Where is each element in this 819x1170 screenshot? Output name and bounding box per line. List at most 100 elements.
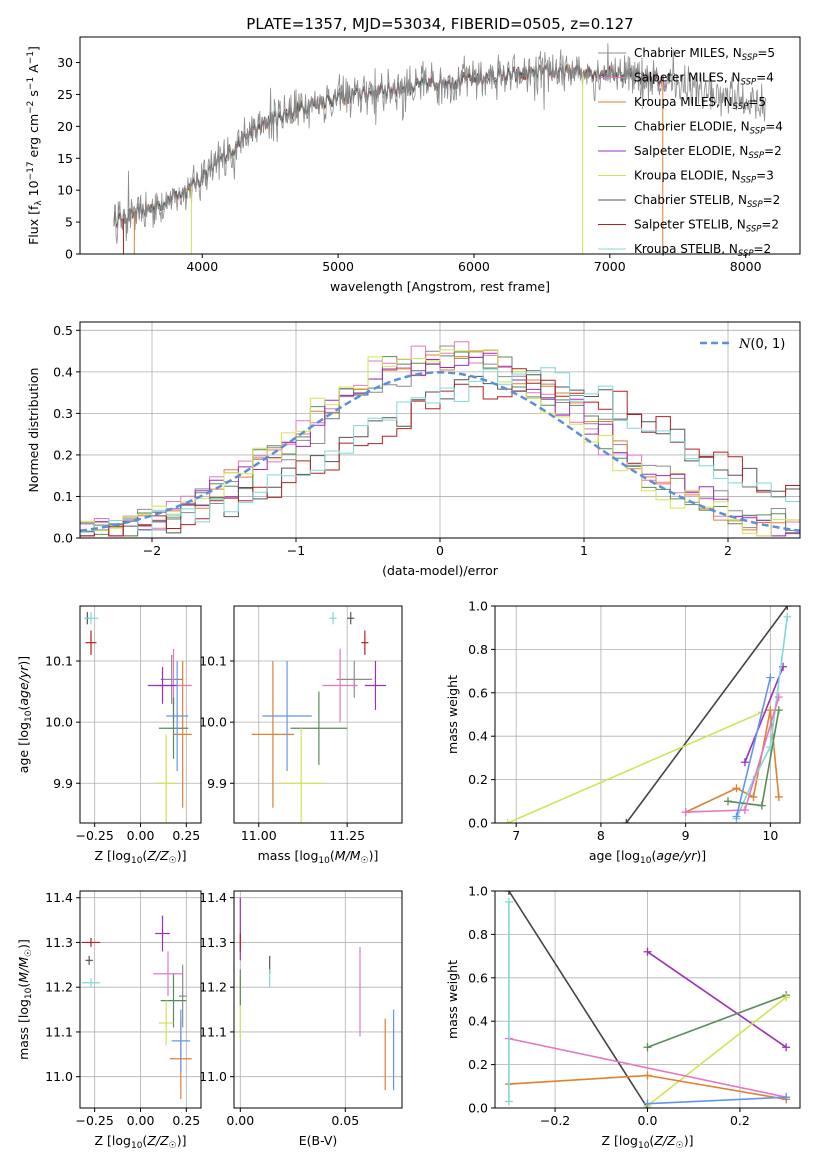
- x-tick-label: 5000: [322, 259, 354, 274]
- label-part: log: [619, 1133, 638, 1148]
- weight-line: [647, 996, 787, 1107]
- weight-marker: [723, 797, 732, 806]
- legend-sub: SSP: [750, 127, 766, 137]
- weight-marker: [774, 792, 783, 801]
- weight-line: [647, 994, 787, 1048]
- axes-frame: [494, 605, 801, 824]
- legend-entry: Chabrier ELODIE, NSSP=4: [634, 120, 783, 137]
- y-tick-label: 1.0: [468, 884, 488, 899]
- label-part: wavelength [Angstrom, rest frame]: [330, 279, 550, 294]
- y-tick-label: 0.8: [468, 927, 488, 942]
- y-tick-label: 10.1: [45, 654, 73, 669]
- weight-line: [508, 1037, 787, 1098]
- legend-tail: =4: [756, 71, 774, 85]
- weight-marker: [766, 673, 775, 682]
- label-part: Z/Z: [146, 1133, 169, 1148]
- y-tick-label: 11.2: [199, 980, 227, 995]
- x-axis-label: Z [log10(Z/Z☉)]: [94, 848, 186, 866]
- y-tick-label: 10.0: [199, 715, 227, 730]
- weight-line: [625, 606, 788, 823]
- label-part: age [: [589, 848, 621, 863]
- y-tick-label: 10.0: [45, 715, 73, 730]
- label-part: λ: [34, 200, 44, 206]
- axes-frame-group: −0.2 0.0 0.2 0.0 0.2 0.4 0.6 0.8 1.0 Z [log10(Z/Z…: [445, 884, 801, 1151]
- label-part: (: [142, 1133, 147, 1148]
- x-tick-label: 0.00: [127, 828, 155, 843]
- weight-marker: [643, 947, 652, 956]
- y-tick-label: 0.0: [53, 531, 73, 546]
- panel-2: −2 −1 0 1 2 0.0 0.1 0.2 0.3 0.4 0.5 (data-model)/er…: [26, 321, 801, 578]
- plot-area: [80, 341, 800, 538]
- weight-line: [647, 1096, 787, 1105]
- label-part: 10: [638, 1141, 650, 1151]
- weight-marker: [774, 693, 783, 702]
- error-bar-point: [361, 630, 369, 655]
- label-part: M/M: [335, 848, 361, 863]
- weight-marker: [783, 612, 792, 621]
- weight-marker: [643, 1071, 652, 1080]
- legend-text: Salpeter STELIB, N: [634, 218, 746, 232]
- y-tick-label: 0.0: [468, 1101, 488, 1116]
- label-part: log: [112, 848, 131, 863]
- spectrum-line: [113, 64, 668, 228]
- x-tick-label: 1: [580, 543, 588, 558]
- x-tick-label: 9: [682, 828, 690, 843]
- legend-sub: SSP: [738, 249, 754, 259]
- error-bar-point: [153, 951, 183, 997]
- y-tick-label: 11.0: [45, 1069, 73, 1084]
- legend-symbol: N: [738, 337, 751, 352]
- label-part: Z/Z: [653, 1133, 676, 1148]
- panel-4: 11.00 11.25 9.9 10.0 10.1 mass [log10(M/M☉)]: [199, 605, 403, 866]
- label-part: (data-model)/error: [382, 563, 499, 578]
- legend-text: Chabrier MILES, N: [634, 46, 742, 60]
- y-tick-label: 11.4: [199, 890, 227, 905]
- error-bar-point: [347, 612, 355, 625]
- y-tick-label: 11.2: [45, 980, 73, 995]
- legend-entry: Kroupa MILES, NSSP=5: [634, 95, 766, 112]
- plots-group: 4000 5000 6000 7000 8000051015202530waveleng…: [16, 36, 801, 1151]
- plot-area: [503, 606, 792, 823]
- y-axis-label: mass [log10(M/M☉)]: [16, 939, 34, 1060]
- y-axis-label: age [log10(age/yr)]: [16, 656, 34, 773]
- y-tick-label: 11.1: [45, 1024, 73, 1039]
- weight-marker: [774, 706, 783, 715]
- label-part: ): [696, 848, 701, 863]
- error-bar-point: [364, 661, 387, 710]
- error-bar-point: [85, 955, 93, 965]
- legend-sub: SSP: [748, 151, 764, 161]
- legend-sub: SSP: [741, 176, 757, 186]
- x-tick-label: −2: [143, 543, 161, 558]
- axes-frame-group: −0.25 0.00 0.259.910.010.1Z [log10(Z/Z☉)]a…: [16, 605, 202, 866]
- label-part: ): [177, 848, 182, 863]
- axes-frame-group: 11.00 11.25 9.9 10.0 10.1 mass [log10(M/M☉)]: [199, 605, 403, 866]
- label-part: −17: [26, 161, 36, 180]
- weight-marker: [732, 812, 741, 821]
- weight-marker: [749, 792, 758, 801]
- label-part: mass [: [258, 848, 300, 863]
- x-tick-label: 6000: [458, 259, 490, 274]
- y-tick-label: 20: [57, 119, 73, 134]
- x-tick-label: 8000: [730, 259, 762, 274]
- y-tick-label: 0.4: [468, 1014, 488, 1029]
- y-tick-label: 0.2: [468, 772, 488, 787]
- error-bar-point: [279, 728, 323, 823]
- weight-marker: [732, 784, 741, 793]
- label-part: 10: [26, 180, 41, 200]
- weight-line: [744, 666, 784, 763]
- plot-area: [239, 897, 395, 1091]
- axes-frame: [233, 890, 403, 1109]
- error-bar-point: [157, 734, 176, 823]
- plot-area: [251, 612, 387, 823]
- x-tick-label: 7: [512, 828, 520, 843]
- label-part: mass weight: [445, 960, 460, 1039]
- label-part: ]: [689, 1133, 694, 1148]
- x-tick-label: 0.2: [730, 1113, 750, 1128]
- y-axis-label: mass weight: [445, 960, 460, 1039]
- error-bar-point: [171, 1009, 190, 1073]
- label-part: ): [684, 1133, 689, 1148]
- label-part: 10: [24, 710, 34, 722]
- error-bar-point: [173, 661, 192, 808]
